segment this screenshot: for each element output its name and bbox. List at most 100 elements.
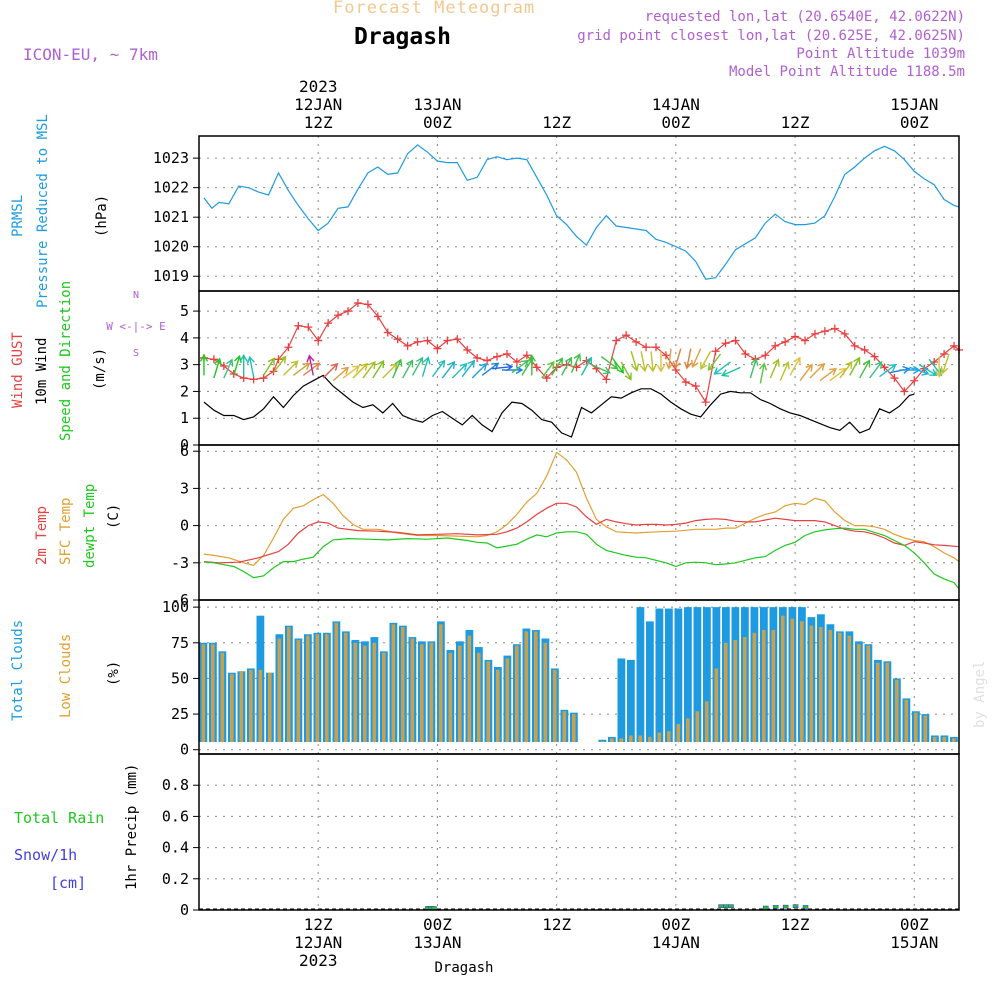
wind-arrow bbox=[431, 359, 446, 378]
wind-tick-label: 1 bbox=[180, 409, 189, 427]
temp-tick-label: 6 bbox=[180, 442, 189, 460]
low-cloud-bar bbox=[629, 735, 633, 742]
low-cloud-bar bbox=[790, 618, 795, 742]
gust-marker bbox=[810, 329, 819, 338]
wind-arrow bbox=[879, 363, 897, 378]
sfc-temp-line bbox=[203, 451, 960, 566]
low-cloud-bar bbox=[344, 632, 348, 742]
precip-snow-label: Snow/1h bbox=[14, 846, 77, 864]
low-cloud-bar bbox=[714, 668, 719, 742]
wind-tick-label: 0 bbox=[180, 436, 189, 454]
low-cloud-bar bbox=[515, 645, 519, 742]
low-cloud-bar bbox=[610, 738, 614, 742]
temp-tick-label: -3 bbox=[171, 554, 189, 572]
wind-arrow bbox=[935, 356, 944, 379]
clouds-tick-label: 0 bbox=[180, 741, 189, 759]
wind-arrow bbox=[246, 355, 255, 377]
wind-arrow bbox=[859, 359, 871, 379]
model-label: ICON-EU, ~ 7km bbox=[23, 45, 158, 64]
temp-tick-label: -6 bbox=[171, 591, 189, 609]
low-cloud-bar bbox=[828, 629, 833, 742]
low-cloud-bar bbox=[676, 724, 681, 742]
compass-n-label: N bbox=[133, 290, 139, 301]
gust-marker bbox=[651, 343, 660, 352]
grid-lines bbox=[199, 136, 959, 910]
precip-rain-label: Total Rain bbox=[14, 809, 104, 827]
low-cloud-bar bbox=[933, 736, 937, 742]
precip-tick-label: 0.6 bbox=[162, 807, 189, 825]
wind-arrow bbox=[869, 360, 883, 379]
low-cloud-bar bbox=[363, 645, 367, 742]
precip-bar bbox=[802, 905, 809, 909]
pressure-unit: (hPa) bbox=[94, 195, 110, 237]
gust-marker bbox=[284, 343, 293, 352]
gust-marker bbox=[771, 341, 780, 350]
wind-arrow bbox=[829, 367, 847, 382]
wind-arrow bbox=[561, 356, 573, 376]
low-cloud-bar bbox=[239, 671, 244, 742]
footer-location: Dragash bbox=[434, 960, 493, 976]
low-cloud-bar bbox=[648, 736, 652, 742]
wind-arrow bbox=[411, 356, 424, 376]
wind-arrow bbox=[720, 366, 741, 377]
gust-marker bbox=[860, 345, 869, 354]
gust-marker bbox=[602, 375, 611, 384]
wind-arrow bbox=[683, 348, 692, 370]
temp-sfc-label: SFC Temp bbox=[58, 498, 74, 565]
temp-unit: (C) bbox=[106, 504, 122, 529]
low-cloud-bar bbox=[885, 662, 890, 742]
wind-arrow bbox=[282, 360, 299, 376]
precip-tick-label: 0 bbox=[180, 901, 189, 919]
wind-arrow bbox=[342, 365, 361, 379]
low-cloud-bar bbox=[220, 652, 225, 742]
total-cloud-bar bbox=[665, 608, 673, 742]
wind-arrow bbox=[610, 356, 625, 374]
wind-arrow bbox=[580, 356, 593, 376]
gust-marker bbox=[542, 374, 551, 383]
gust-marker bbox=[701, 398, 710, 407]
wind-arrow bbox=[809, 362, 826, 379]
clouds-tick-label: 100 bbox=[162, 598, 189, 616]
gust-marker bbox=[711, 347, 720, 356]
gust-marker bbox=[820, 327, 829, 336]
compass-s-label: S bbox=[133, 348, 139, 359]
gust-marker bbox=[681, 378, 690, 387]
gust-marker bbox=[622, 331, 631, 340]
low-cloud-bar bbox=[857, 644, 861, 742]
low-cloud-bar bbox=[268, 672, 272, 742]
wind-arrow bbox=[527, 353, 536, 376]
wind-arrow bbox=[700, 350, 712, 370]
temp-frame bbox=[198, 444, 960, 601]
total-cloud-bar bbox=[655, 608, 664, 742]
pressure-tick-label: 1023 bbox=[153, 149, 189, 167]
low-cloud-bar bbox=[401, 627, 405, 742]
gust-marker bbox=[850, 341, 859, 350]
wind-arrow bbox=[441, 360, 456, 379]
low-cloud-bar bbox=[458, 645, 462, 742]
wind-arrow bbox=[839, 360, 853, 379]
gust-marker bbox=[294, 321, 303, 330]
pressure-tick-label: 1019 bbox=[153, 267, 189, 285]
wind-arrow bbox=[600, 356, 619, 370]
gust-marker bbox=[870, 352, 879, 361]
bottom-time-label: 12JAN bbox=[294, 933, 342, 952]
low-cloud-bar bbox=[914, 712, 918, 742]
top-time-label: 12JAN bbox=[294, 95, 342, 114]
gust-marker bbox=[532, 363, 541, 372]
watermark: by Angel bbox=[972, 661, 988, 728]
total-cloud-bar bbox=[674, 608, 683, 742]
gust-marker bbox=[691, 382, 700, 391]
t2m-line bbox=[203, 502, 960, 564]
top-time-label: 00Z bbox=[661, 113, 690, 132]
gust-marker bbox=[433, 344, 442, 353]
temp-2m-label: 2m Temp bbox=[34, 506, 50, 565]
low-cloud-bar bbox=[781, 615, 785, 742]
wind-arrow bbox=[322, 362, 339, 379]
precip-bar bbox=[792, 904, 799, 908]
wind-arrow bbox=[909, 366, 930, 376]
wind-arrow bbox=[620, 361, 632, 381]
gust-marker bbox=[314, 336, 323, 345]
wind-arrow bbox=[233, 354, 242, 376]
low-cloud-bar bbox=[524, 631, 529, 742]
gust-marker bbox=[259, 374, 268, 383]
